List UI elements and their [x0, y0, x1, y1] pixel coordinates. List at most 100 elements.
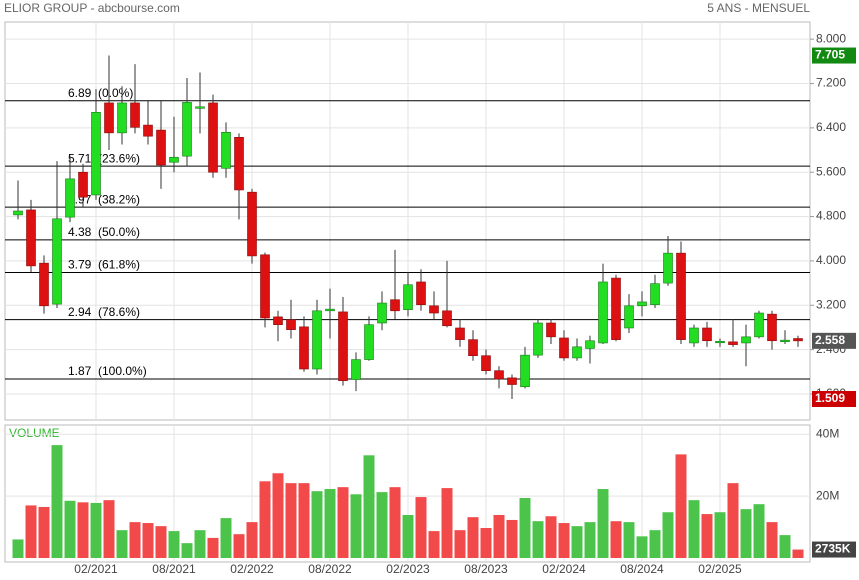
candle-body — [364, 324, 374, 360]
volume-bar — [415, 497, 427, 558]
candle-body — [390, 299, 400, 312]
candle-body — [546, 322, 556, 338]
volume-bar — [779, 535, 791, 558]
fib-level: 6.89 — [68, 86, 92, 100]
candle-body — [182, 102, 192, 157]
volume-bar — [701, 514, 713, 558]
candle-body — [520, 354, 530, 388]
candle-body — [221, 132, 231, 169]
volume-bar — [90, 502, 102, 558]
candle-body — [507, 377, 517, 385]
volume-bar — [77, 502, 89, 558]
candle-body — [91, 112, 101, 196]
volume-bar — [740, 509, 752, 558]
last-label-bg — [812, 332, 856, 349]
volume-bar — [168, 531, 180, 558]
candle-body — [260, 254, 270, 319]
x-tick-label: 02/2022 — [230, 562, 274, 576]
y-tick-label: 8.000 — [816, 31, 846, 45]
candle-body — [143, 124, 153, 137]
last-label: 2.558 — [815, 333, 845, 347]
candle-body — [702, 327, 712, 342]
volume-bar — [597, 489, 609, 558]
x-tick-label: 08/2024 — [620, 562, 664, 576]
candle-body — [754, 312, 764, 338]
fib-pct: (50.0%) — [98, 225, 140, 239]
volume-bar — [207, 537, 219, 558]
volume-title: VOLUME — [9, 426, 60, 440]
candle-body — [117, 102, 127, 134]
candle-body — [26, 209, 36, 267]
candle-body — [169, 156, 179, 163]
volume-bar — [558, 523, 570, 558]
volume-bar — [155, 526, 167, 558]
candle-body — [767, 313, 777, 342]
volume-bar — [51, 445, 63, 558]
volume-bar — [129, 522, 141, 558]
fib-level: 4.38 — [68, 225, 92, 239]
high-label: 7.705 — [815, 48, 845, 62]
volume-bar — [519, 497, 531, 558]
volume-bar — [753, 504, 765, 558]
y-tick-label: 20M — [816, 488, 839, 502]
candle-body — [689, 327, 699, 344]
volume-bar — [259, 481, 271, 558]
volume-bar — [350, 494, 362, 558]
candle-body — [273, 316, 283, 325]
candle-body — [585, 340, 595, 349]
volume-bar — [532, 521, 544, 558]
volume-bar — [792, 549, 804, 558]
volume-bar — [363, 455, 375, 558]
volume-bar — [402, 515, 414, 558]
volume-bar — [181, 543, 193, 558]
period: 5 ANS - MENSUEL — [707, 1, 810, 15]
x-tick-label: 08/2023 — [464, 562, 508, 576]
fib-level: 3.79 — [68, 258, 92, 272]
fib-pct: (0.0%) — [98, 86, 133, 100]
candle-body — [455, 327, 465, 340]
candle-body — [403, 284, 413, 310]
volume-bar — [25, 505, 37, 558]
volume-bar — [220, 518, 232, 558]
candle-body — [598, 281, 608, 344]
volume-bar — [467, 517, 479, 558]
volume-bar — [506, 519, 518, 558]
x-tick-label: 02/2024 — [542, 562, 586, 576]
candle-body — [234, 136, 244, 191]
candle-body — [247, 191, 257, 257]
candle-body — [676, 252, 686, 340]
volume-bar — [493, 515, 505, 558]
volume-bar — [376, 492, 388, 558]
volume-bar — [545, 516, 557, 558]
candle-body — [624, 305, 634, 329]
last-volume: 2735K — [815, 542, 851, 556]
candle-body — [299, 326, 309, 370]
candle-body — [741, 336, 751, 344]
volume-bar — [428, 531, 440, 558]
fib-level: 5.71 — [68, 151, 92, 165]
candle-body — [104, 102, 114, 134]
candle-body — [416, 281, 426, 306]
candle-body — [377, 302, 387, 324]
volume-bar — [766, 522, 778, 558]
volume-bar — [246, 522, 258, 558]
volume-bar — [64, 500, 76, 558]
candle-body — [494, 370, 504, 380]
candle-body — [78, 171, 88, 198]
candle-body — [39, 262, 49, 307]
volume-bar — [662, 512, 674, 558]
fib-level: 1.87 — [68, 364, 92, 378]
last-volume-bg — [812, 541, 856, 558]
candle-body — [156, 129, 166, 166]
candle-body — [780, 339, 790, 342]
volume-bar — [675, 454, 687, 558]
candle-body — [65, 178, 75, 218]
candle-body — [650, 283, 660, 306]
volume-bar — [298, 483, 310, 558]
candle-body — [130, 102, 140, 128]
candle-body — [325, 308, 335, 312]
volume-bar — [688, 500, 700, 558]
candle-body — [312, 310, 322, 370]
x-tick-label: 08/2021 — [152, 562, 196, 576]
